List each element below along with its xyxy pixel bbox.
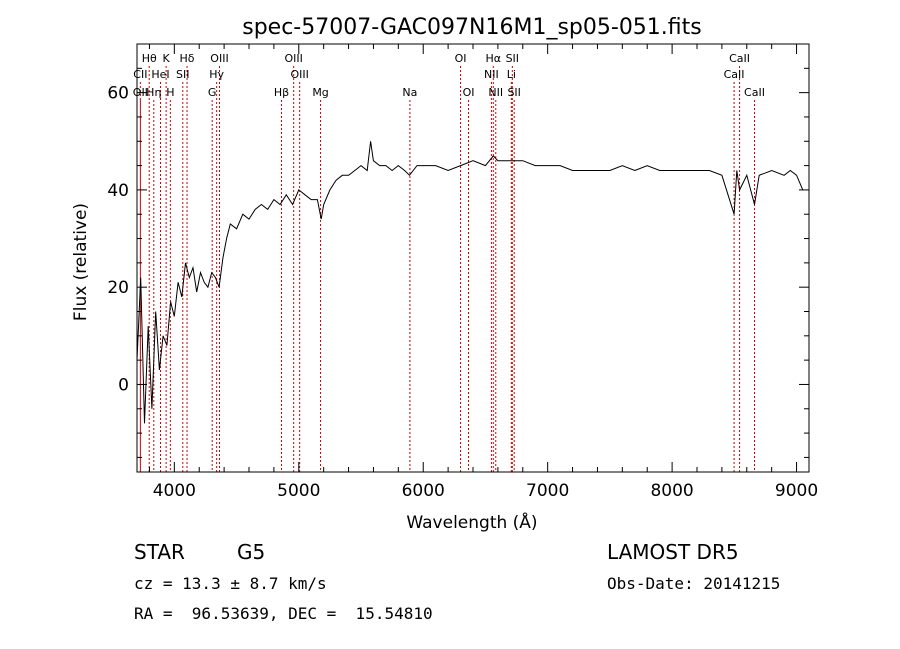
x-axis-label: Wavelength (Å) bbox=[406, 511, 537, 533]
line-label: NII bbox=[488, 86, 503, 99]
line-label: OIII bbox=[284, 52, 302, 65]
line-label: CII bbox=[133, 68, 147, 81]
y-axis-label: Flux (relative) bbox=[71, 203, 91, 321]
line-label: Hγ bbox=[209, 68, 224, 81]
x-axis: 4000 5000 6000 7000 8000 9000 bbox=[148, 44, 818, 501]
line-markers bbox=[139, 66, 755, 472]
survey-label: LAMOST DR5 bbox=[607, 540, 739, 564]
line-label: HeI bbox=[151, 68, 169, 81]
line-label: SII bbox=[507, 86, 520, 99]
line-label: SII bbox=[176, 68, 189, 81]
line-label: Hθ bbox=[142, 52, 157, 65]
line-label: K bbox=[163, 52, 171, 65]
line-label: Hβ bbox=[274, 86, 289, 99]
y-tick-label: 0 bbox=[118, 375, 129, 395]
line-label: OIII bbox=[290, 68, 308, 81]
y-axis: 0 20 40 60 bbox=[107, 43, 809, 458]
line-label: G bbox=[208, 86, 217, 99]
line-labels: Hθ K Hδ OIII OIII OI Hα SII CaII CII HeI SII Hγ OIII N… bbox=[133, 52, 765, 99]
spectrum-line bbox=[136, 141, 804, 424]
line-label: Mg bbox=[312, 86, 328, 99]
plot-frame bbox=[136, 43, 810, 473]
line-label: Li bbox=[507, 68, 516, 81]
x-tick-label: 7000 bbox=[526, 481, 569, 501]
line-label: CaII bbox=[729, 52, 750, 65]
object-class: STAR bbox=[134, 540, 185, 564]
line-label: OIII bbox=[210, 52, 228, 65]
x-tick-label: 4000 bbox=[153, 481, 196, 501]
line-label: CaII bbox=[744, 86, 765, 99]
y-tick-label: 60 bbox=[107, 84, 129, 104]
line-label: H bbox=[166, 86, 174, 99]
chart-title: spec-57007-GAC097N16M1_sp05-051.fits bbox=[242, 15, 702, 40]
coordinates-text: RA = 96.53639, DEC = 15.54810 bbox=[134, 604, 433, 623]
x-tick-label: 9000 bbox=[775, 481, 818, 501]
line-label: Hα bbox=[486, 52, 502, 65]
line-label: Hη bbox=[146, 86, 161, 99]
line-label: SII bbox=[506, 52, 519, 65]
obs-date: Obs-Date: 20141215 bbox=[607, 574, 781, 593]
object-subclass: G5 bbox=[237, 540, 266, 564]
redshift-text: cz = 13.3 ± 8.7 km/s bbox=[134, 574, 327, 593]
y-tick-label: 40 bbox=[107, 181, 129, 201]
line-label: Na bbox=[402, 86, 417, 99]
x-tick-label: 8000 bbox=[650, 481, 693, 501]
line-label: OI bbox=[463, 86, 475, 99]
line-label: OI bbox=[455, 52, 467, 65]
y-tick-label: 20 bbox=[107, 278, 129, 298]
line-label: CaII bbox=[724, 68, 745, 81]
x-tick-label: 5000 bbox=[277, 481, 320, 501]
line-label: Hδ bbox=[180, 52, 195, 65]
line-label: NII bbox=[484, 68, 499, 81]
x-tick-label: 6000 bbox=[402, 481, 445, 501]
